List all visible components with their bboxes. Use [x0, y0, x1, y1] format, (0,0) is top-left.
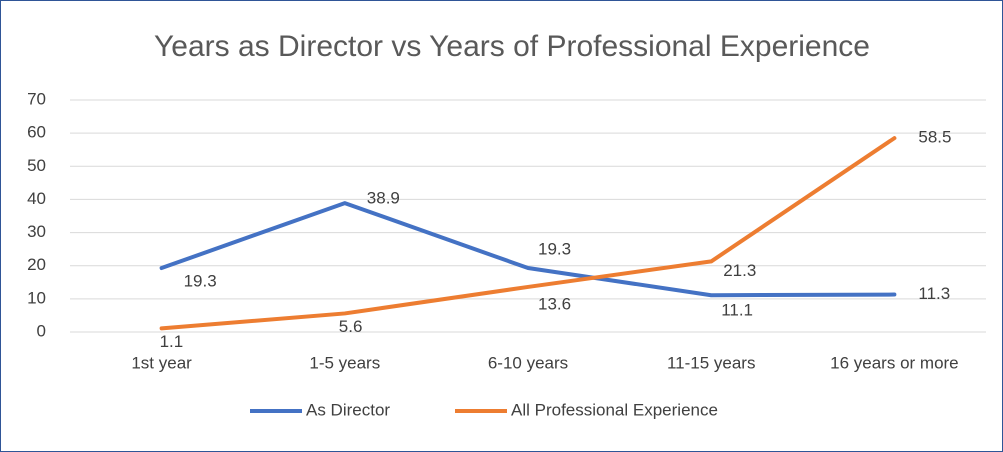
y-tick-label: 20 — [27, 255, 46, 274]
y-tick-label: 60 — [27, 123, 46, 142]
data-label: 58.5 — [918, 128, 951, 147]
data-label: 38.9 — [367, 189, 400, 208]
y-tick-label: 40 — [27, 189, 46, 208]
data-label: 5.6 — [339, 317, 363, 336]
data-label: 19.3 — [538, 240, 571, 259]
y-tick-label: 70 — [27, 89, 46, 108]
y-tick-label: 50 — [27, 156, 46, 175]
x-tick-label: 11-15 years — [667, 353, 756, 372]
y-tick-label: 10 — [27, 288, 46, 307]
series-line — [159, 201, 897, 298]
chart-title: Years as Director vs Years of Profession… — [154, 30, 870, 63]
x-tick-label: 1-5 years — [309, 353, 380, 372]
data-label: 11.1 — [721, 301, 753, 320]
x-tick-label: 6-10 years — [488, 353, 568, 372]
legend-label: All Professional Experience — [511, 400, 718, 419]
data-label: 19.3 — [184, 272, 217, 291]
y-tick-label: 0 — [37, 321, 46, 340]
data-label: 1.1 — [160, 332, 184, 351]
data-label: 13.6 — [538, 294, 571, 313]
legend-label: As Director — [306, 400, 390, 419]
x-tick-label: 1st year — [131, 353, 192, 372]
data-label: 21.3 — [723, 261, 756, 280]
x-tick-label: 16 years or more — [830, 353, 959, 372]
data-label: 11.3 — [918, 284, 950, 303]
y-tick-label: 30 — [27, 222, 46, 241]
series-line — [159, 136, 897, 331]
